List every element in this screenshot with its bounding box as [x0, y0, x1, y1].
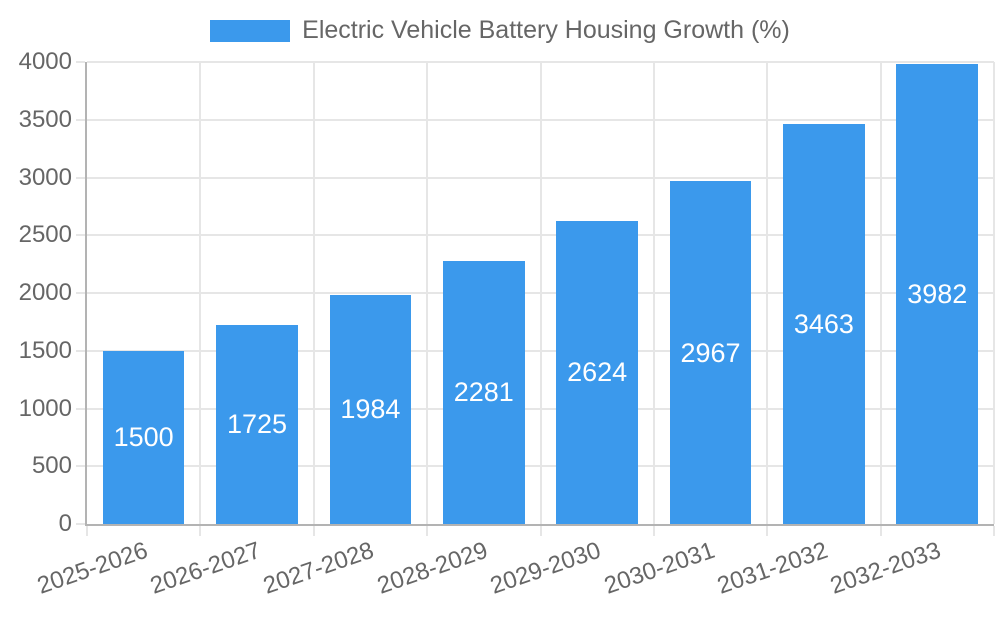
y-axis-tick: [76, 523, 85, 525]
bar-value-label: 2624: [567, 357, 628, 388]
bar-chart: Electric Vehicle Battery Housing Growth …: [0, 16, 1000, 600]
y-tick-label: 1500: [18, 336, 72, 364]
v-gridline: [312, 62, 315, 524]
x-axis-tick: [539, 526, 542, 536]
x-axis-tick: [879, 526, 882, 536]
y-axis-tick: [76, 349, 85, 352]
x-axis-tick: [199, 526, 202, 536]
bar[interactable]: [896, 64, 979, 524]
v-gridline: [652, 62, 655, 524]
bar-value-label: 3982: [907, 279, 968, 310]
x-axis-tick: [312, 526, 315, 536]
y-tick-label: 2000: [18, 279, 72, 306]
y-tick-label: 3500: [18, 105, 72, 133]
legend-label: Electric Vehicle Battery Housing Growth …: [302, 16, 790, 44]
y-tick-label: 4000: [18, 48, 72, 75]
plot-area: 1500 1725 1984 2281 2624 2967 3463 3982: [85, 61, 995, 526]
bar[interactable]: [783, 124, 865, 524]
bar[interactable]: [556, 220, 638, 524]
bar[interactable]: [102, 350, 185, 524]
x-axis-tick: [766, 526, 769, 536]
y-axis-tick: [76, 407, 85, 410]
bar[interactable]: [329, 294, 412, 524]
y-axis-tick: [76, 465, 85, 468]
x-axis-tick: [426, 526, 429, 536]
v-gridline: [993, 62, 995, 524]
bar[interactable]: [216, 324, 298, 524]
x-axis-tick: [86, 526, 88, 536]
y-axis-tick: [76, 176, 85, 179]
bar-value-label: 2281: [453, 377, 514, 408]
bar-value-label: 2967: [680, 337, 741, 368]
y-axis-tick: [76, 234, 85, 237]
legend-swatch-icon: [210, 19, 291, 42]
v-gridline: [426, 62, 429, 524]
y-axis-tick: [76, 292, 85, 294]
bar-value-label: 1984: [340, 394, 401, 425]
y-tick-label: 1000: [18, 394, 72, 422]
v-gridline: [539, 62, 542, 524]
bar[interactable]: [442, 260, 525, 524]
v-gridline: [199, 62, 202, 524]
y-tick-label: 3000: [18, 163, 72, 191]
chart-legend[interactable]: Electric Vehicle Battery Housing Growth …: [0, 16, 1000, 45]
y-tick-label: 2500: [18, 221, 72, 249]
y-tick-label: 500: [31, 452, 72, 480]
y-axis-tick: [76, 118, 85, 121]
x-axis-tick: [652, 526, 655, 536]
bar[interactable]: [669, 181, 752, 524]
y-tick-label: 0: [58, 510, 72, 537]
bar-value-label: 1725: [227, 409, 288, 440]
y-axis-tick: [76, 61, 85, 63]
x-axis-tick: [993, 526, 995, 536]
bar-value-label: 1500: [113, 422, 174, 453]
bar-value-label: 3463: [793, 309, 854, 339]
v-gridline: [879, 62, 882, 524]
v-gridline: [766, 62, 769, 524]
